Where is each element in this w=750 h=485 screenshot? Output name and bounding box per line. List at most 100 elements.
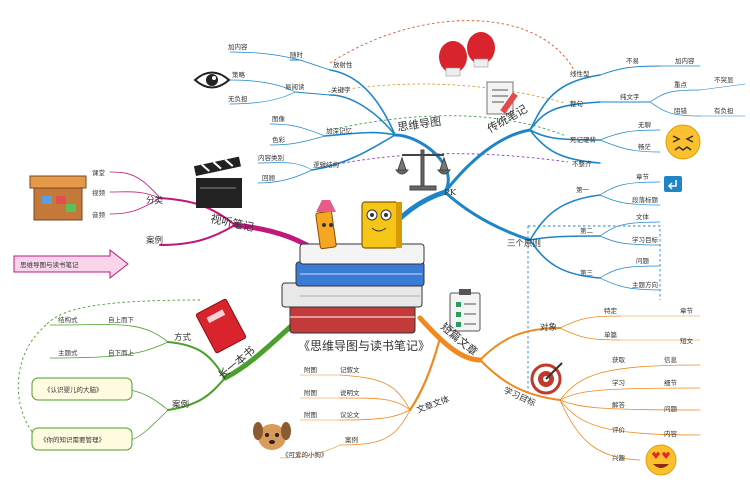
node-image: 图像 [272,114,286,123]
node-info: 信息 [664,355,678,364]
node-short-text: 短文 [680,336,694,345]
node-audio: 音频 [92,210,106,219]
node-question: 问题 [636,257,650,265]
node-figure-2: 附图 [304,388,317,397]
node-not-easy: 不易 [626,57,639,65]
blue-branch [229,51,746,291]
node-category: 内容类别 [258,153,284,162]
center-title: 《思维导图与读书笔记》 [298,338,430,353]
labels: 《思维导图与读书笔记》 PK 思维导图 传统笔记 三个原则 视听笔记 长一本书 … [20,42,734,462]
node-burden: 有负担 [714,106,734,115]
node-color: 色彩 [272,135,286,144]
node-object: 对象 [540,322,558,333]
node-structural: 结构式 [58,315,78,324]
node-top-down: 自上而下 [108,315,135,324]
branch-mindmap-label: 思维导图 [397,115,442,134]
node-bottom-up: 自下而上 [108,348,135,357]
node-blocked: 阻错 [674,106,688,115]
node-article-style: 文章文体 [415,394,451,416]
node-method: 方式 [174,332,192,343]
node-anytime: 随时 [290,50,304,59]
node-radiation: 放射性 [333,60,353,69]
node-video: 视频 [92,188,106,197]
node-boring: 无聊 [638,120,652,129]
node-add-content: 加内容 [228,42,248,51]
node-interest: 兴趣 [612,453,626,462]
dotted-link-logic-untidy [317,153,569,169]
node-sentence: 整句 [570,99,583,108]
document-pencil-icon [486,81,518,115]
node-short-case: 案例 [345,435,358,444]
node-cute-dog: 《可爱的小狗》 [282,450,328,459]
target-icon [530,362,563,395]
node-classroom: 课堂 [92,168,106,177]
callout-text: 思维导图与读书笔记 [20,260,79,269]
node-specific: 特定 [604,306,618,315]
node-paragraph-title: 段落标题 [632,195,659,204]
node-problem: 问题 [664,405,678,413]
node-first: 第一 [576,185,590,194]
node-narrative: 记叙文 [340,365,360,374]
boxing-gloves-icon [439,32,495,77]
node-no-burden: 无负担 [228,94,248,103]
book-stack-icon [281,243,425,334]
node-confused: 畅茫 [638,142,652,151]
node-text-only: 纯文字 [620,92,640,101]
dotted-rule-box [528,225,661,300]
dotted-link-keyword-sentence [327,83,566,104]
pencil-character-icon [315,200,337,250]
scales-icon [394,149,452,191]
case-box-2 [31,427,133,451]
node-study: 学习 [612,378,625,387]
node-linear: 线性型 [570,69,590,78]
node-answer: 解答 [612,400,626,409]
node-video-case: 案例 [146,235,163,246]
node-strategy: 策略 [232,70,246,79]
node-easy-read: 易阅读 [285,82,305,91]
node-classify: 分类 [146,195,164,206]
dotted-link-radiation-linear [329,20,576,73]
dotted-link-long-top [45,299,201,326]
node-expository: 说明文 [340,388,360,397]
dog-icon [253,422,291,450]
branch-rules-label: 三个原则 [507,238,541,249]
case-book-2: 《你的知识需要管理》 [40,435,105,444]
node-single: 单篇 [604,330,618,339]
eye-icon [193,71,231,89]
case-box-1 [31,377,133,401]
heart-eyes-face-icon [645,444,677,476]
node-figure-1: 附图 [304,365,317,374]
red-book-icon [195,298,247,354]
node-long-case: 案例 [172,399,189,410]
node-third: 第三 [580,268,594,277]
node-thematic: 主题式 [58,348,78,357]
branch-video-label: 视听笔记 [209,211,255,234]
case-book-1: 《认识婴儿的大脑》 [44,385,103,394]
orange-branch [279,315,701,461]
node-evaluate: 评价 [612,426,626,434]
node-theme: 主题方向 [632,280,658,289]
branch-pk-label: PK [444,188,457,198]
node-logic: 逻辑结构 [313,160,340,169]
dotted-connectors [17,20,661,441]
dizzy-face-icon [665,124,701,160]
node-key-point: 重点 [674,81,688,89]
node-acquire: 获取 [612,355,626,364]
node-not-highlight: 不突显 [714,75,734,84]
callout-arrow [13,248,129,280]
node-style: 文体 [636,212,650,221]
node-review: 回顾 [262,174,276,182]
node-content: 内容 [664,429,678,438]
clapperboard-icon [193,156,242,208]
return-icon [664,176,682,192]
node-learning-goal: 学习目标 [632,235,659,244]
node-second: 第二 [580,226,594,235]
node-argumentative: 议论文 [340,410,360,419]
toolbox-icon [29,175,87,221]
node-detail: 细节 [664,378,678,387]
node-rote: 死记硬背 [570,135,597,144]
node-add-content-2: 加内容 [675,56,695,65]
node-memory: 加深记忆 [326,126,353,135]
